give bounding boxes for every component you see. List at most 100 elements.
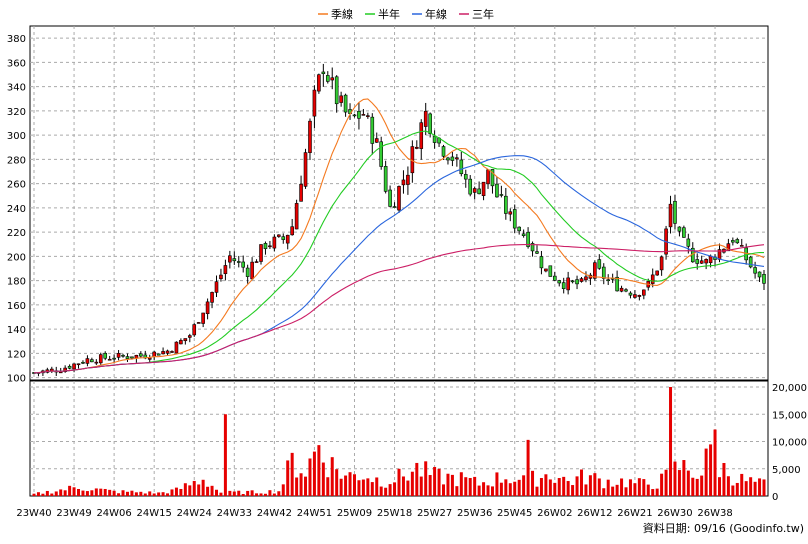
candle-body [406,174,410,185]
candle-body [575,279,579,285]
candle-body [423,110,428,127]
volume-bar [669,387,673,496]
x-tick-label: 26W02 [537,508,572,519]
candle-body [450,156,455,161]
legend: 季線 半年 年線 三年 [318,7,494,21]
volume-bar [72,487,76,496]
volume-bar [317,445,321,496]
price-tick-label: 200 [7,252,26,263]
volume-bar [588,475,592,496]
x-tick-label: 24W33 [217,508,252,519]
volume-bar [482,482,486,496]
volume-bar [59,489,63,496]
candle-body [624,289,628,292]
volume-bar [295,477,299,496]
volume-bar [620,478,624,496]
candle-body [597,259,602,269]
candle-body [446,157,450,161]
candle-body [633,294,637,298]
volume-bar [562,476,566,496]
candle-body [303,152,308,187]
candle-body [455,157,459,160]
volume-bar [428,475,432,496]
candle-body [495,183,499,198]
volume-bar [112,490,116,496]
volume-bar [664,469,668,496]
volume-bar [366,478,370,496]
x-tick-label: 23W40 [16,508,51,519]
volume-bar [508,483,512,496]
candle-body [285,234,290,244]
candle-body [673,200,677,224]
volume-bar [504,479,508,496]
candle-body [526,231,530,247]
candle-body [241,261,246,268]
volume-bar [762,479,766,496]
volume-bar [272,493,276,496]
volume-bar [277,491,281,496]
candle-body [619,287,624,292]
price-tick-label: 160 [7,301,26,312]
volume-bar [143,493,147,496]
volume-bar [722,462,726,496]
candle-body [441,146,446,157]
candle-body [637,295,642,297]
x-tick-label: 24W24 [177,508,212,519]
volume-bar [651,489,655,496]
volume-bar [90,490,94,496]
candle-body [90,359,94,363]
volume-bar [726,476,730,496]
x-tick-label: 24W15 [137,508,172,519]
volume-bar [691,477,695,496]
candle-body [392,206,397,208]
candle-body [250,261,254,280]
candle-body [236,261,241,263]
price-tick-label: 100 [7,374,26,385]
candle-body [343,94,348,113]
volume-bar [731,485,735,496]
volume-bar [735,482,739,496]
candle-body [593,262,597,279]
candle-body [174,341,179,354]
candle-body [277,234,281,237]
candle-body [272,236,277,249]
candle-body [415,146,419,149]
candle-body [58,371,63,374]
candle-body [521,233,526,236]
candle-body [584,276,588,281]
candle-body [232,258,237,262]
volume-bar [455,486,459,496]
candle-body [76,363,81,366]
candle-body [187,335,192,338]
candle-body [708,255,713,263]
volume-bar [517,479,521,496]
volume-bar [566,481,570,496]
x-tick-label: 23W49 [56,508,91,519]
candle-body [668,203,673,228]
x-tick-label: 25W18 [377,508,412,519]
x-tick-label: 26W12 [577,508,612,519]
candle-body [606,279,611,282]
volume-bar [406,480,410,496]
candle-body [695,259,700,264]
volume-bar [531,470,535,496]
volume-bar [326,477,330,496]
volume-bar [393,482,397,496]
candle-body [552,275,557,281]
candle-body [196,322,201,324]
price-tick-label: 220 [7,228,26,239]
candle-body [579,278,584,282]
volume-bar [410,471,414,496]
volume-bar [255,493,259,496]
volume-bar [753,481,757,496]
x-tick-label: 24W51 [297,508,332,519]
candle-body [477,188,481,195]
volume-bar [290,452,294,496]
volume-bar [700,475,704,496]
candle-body [535,251,539,254]
volume-bar [166,493,170,496]
volume-tick-label: 0 [772,492,778,503]
price-tick-label: 120 [7,349,26,360]
candle-body [125,356,130,359]
